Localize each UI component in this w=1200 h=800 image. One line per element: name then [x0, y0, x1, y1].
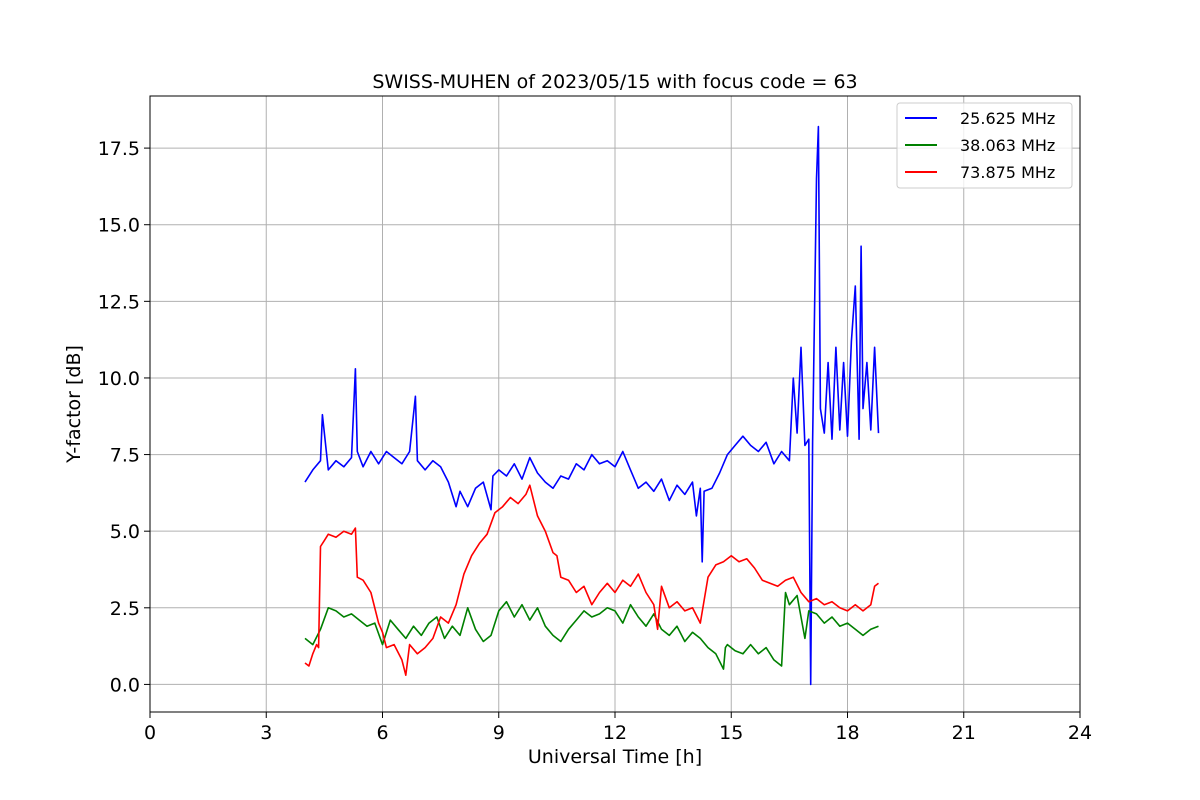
y-tick-label: 10.0	[98, 368, 140, 390]
x-tick-label: 21	[952, 722, 976, 744]
y-tick-label: 2.5	[110, 598, 140, 620]
series-line-73-875	[304, 484, 879, 677]
series-line-38-063	[304, 591, 879, 670]
y-tick-label: 15.0	[98, 215, 140, 237]
legend-frame	[896, 102, 1073, 189]
y-axis-label: Y-factor [dB]	[63, 345, 85, 464]
plot-area	[304, 125, 880, 686]
ticks: 0 3 6 9 12 15 18 21 24 0.0 2.5 5.0 7.5 10.0 12.5 15.0 17…	[98, 138, 1092, 744]
x-tick-label: 15	[719, 722, 743, 744]
y-tick-label: 17.5	[98, 138, 140, 160]
legend-label-73-875: 73.875 MHz	[960, 163, 1055, 182]
x-tick-label: 3	[260, 722, 272, 744]
x-tick-label: 18	[835, 722, 859, 744]
x-tick-label: 9	[493, 722, 505, 744]
y-tick-label: 5.0	[110, 521, 140, 543]
y-tick-label: 12.5	[98, 291, 140, 313]
x-tick-label: 12	[603, 722, 627, 744]
x-axis-label: Universal Time [h]	[528, 746, 702, 768]
chart-title: SWISS-MUHEN of 2023/05/15 with focus cod…	[372, 71, 857, 93]
series-line-25-625	[304, 125, 880, 686]
legend-label-38-063: 38.063 MHz	[960, 136, 1055, 155]
legend: 25.625 MHz 38.063 MHz 73.875 MHz	[896, 102, 1073, 189]
x-tick-label: 24	[1068, 722, 1092, 744]
y-tick-label: 7.5	[110, 445, 140, 467]
x-tick-label: 6	[376, 722, 388, 744]
x-tick-label: 0	[144, 722, 156, 744]
legend-label-25-625: 25.625 MHz	[960, 109, 1055, 128]
y-tick-label: 0.0	[110, 674, 140, 696]
